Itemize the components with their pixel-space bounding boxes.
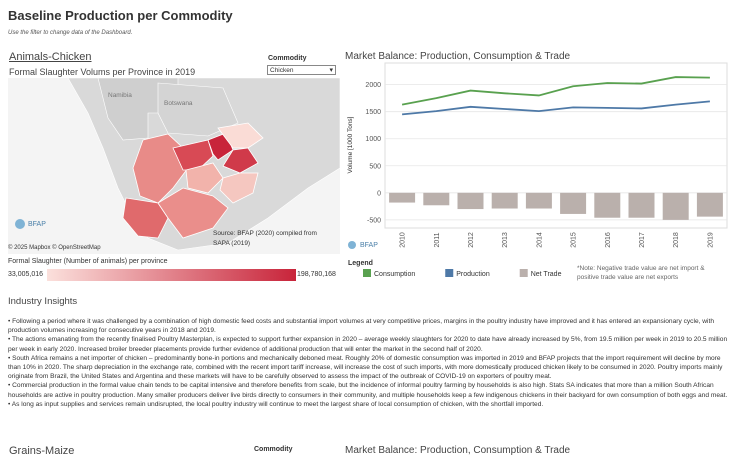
province-eastern-cape (157, 187, 229, 239)
botswana (157, 82, 239, 137)
page-subtitle: Use the filter to change data of the Das… (8, 30, 133, 36)
logo-icon (15, 219, 25, 229)
legend-label: Net Trade (531, 271, 562, 278)
logo-icon (348, 241, 356, 249)
chart-note: *Note: Negative trade value are net impo… (577, 265, 705, 281)
bar (457, 192, 484, 210)
section-title: Animals-Chicken (9, 51, 92, 63)
map-legend-max: 198,780,168 (297, 271, 336, 278)
y-axis-title: Volume [1000 Tons] (347, 116, 354, 173)
bar (628, 192, 655, 218)
bar (696, 192, 723, 217)
map: Namibia Botswana BFAP © 2025 Mapbox © Op… (8, 78, 340, 254)
commodity-dropdown[interactable]: Chicken (267, 65, 336, 76)
map-attribution: © 2025 Mapbox © OpenStreetMap (8, 244, 101, 251)
x-tick-label: 2013 (502, 232, 509, 248)
bar (594, 192, 621, 218)
province-limpopo (217, 122, 264, 149)
filter-label: Commodity (268, 55, 307, 62)
legend-title: Legend (348, 260, 373, 267)
province-north-west (172, 139, 214, 171)
line (401, 76, 710, 106)
x-tick-label: 2011 (434, 232, 441, 247)
map-legend-min: 33,005,016 (8, 271, 44, 278)
x-tick-label: 2016 (605, 232, 612, 248)
x-tick-label: 2014 (536, 232, 543, 248)
insights: • Following a period where it was challe… (8, 317, 730, 409)
province-free-state (185, 162, 224, 194)
bar (662, 192, 689, 220)
chart-title: Market Balance: Production, Consumption … (345, 51, 571, 62)
x-tick-label: 2019 (707, 232, 714, 248)
map-source: SAPA (2019) (213, 240, 250, 247)
y-tick-label: 500 (369, 163, 381, 170)
logo: BFAP (28, 221, 46, 228)
y-tick-label: 0 (377, 190, 381, 197)
logo: BFAP (360, 242, 378, 249)
bar (491, 192, 518, 209)
map-subtitle: Formal Slaughter Volums per Province in … (9, 67, 196, 77)
y-tick-label: 1000 (365, 136, 381, 143)
x-tick-label: 2015 (571, 232, 578, 248)
line (402, 100, 710, 116)
bar (389, 192, 416, 203)
y-tick-label: -500 (367, 217, 381, 224)
insight-bullet: • South Africa remains a net importer of… (8, 354, 723, 381)
y-tick-label: 2000 (365, 82, 381, 89)
map-source: Source: BFAP (2020) compiled from (213, 230, 317, 237)
province-mpumalanga (222, 147, 259, 174)
plot-area (384, 62, 728, 229)
legend-swatch (363, 269, 371, 277)
province-kwazulu-natal (219, 172, 259, 204)
insights-title: Industry Insights (8, 296, 78, 307)
map-label: Namibia (108, 92, 132, 99)
filter-label: Commodity (254, 446, 293, 453)
page-title: Baseline Production per Commodity (8, 8, 233, 23)
y-tick-label: 1500 (365, 109, 381, 116)
legend-swatch (519, 269, 528, 277)
bar (525, 192, 552, 209)
insight-bullet: • Commercial production in the formal va… (8, 382, 728, 399)
x-tick-label: 2017 (639, 232, 646, 248)
x-tick-label: 2018 (673, 232, 680, 248)
x-tick-label: 2012 (468, 232, 475, 248)
map-legend-title: Formal Slaughter (Number of animals) per… (8, 258, 168, 265)
legend-label: Consumption (374, 271, 415, 278)
section-title: Grains-Maize (9, 445, 75, 457)
bar (560, 192, 587, 214)
insight-bullet: • The actions emanating from the recentl… (8, 336, 728, 353)
chart: Volume [1000 Tons] Legend BFAP -500 0 500 1… (347, 62, 728, 278)
map-label: Botswana (164, 100, 193, 107)
legend-swatch (445, 269, 454, 277)
x-tick-label: 2010 (400, 232, 407, 248)
bar (423, 192, 450, 206)
insight-bullet: • As long as input supplies and services… (8, 400, 544, 408)
insight-bullet: • Following a period where it was challe… (8, 318, 715, 335)
legend-label: Production (456, 271, 490, 278)
chart-title: Market Balance: Production, Consumption … (345, 445, 571, 456)
map-legend-gradient (47, 269, 296, 281)
